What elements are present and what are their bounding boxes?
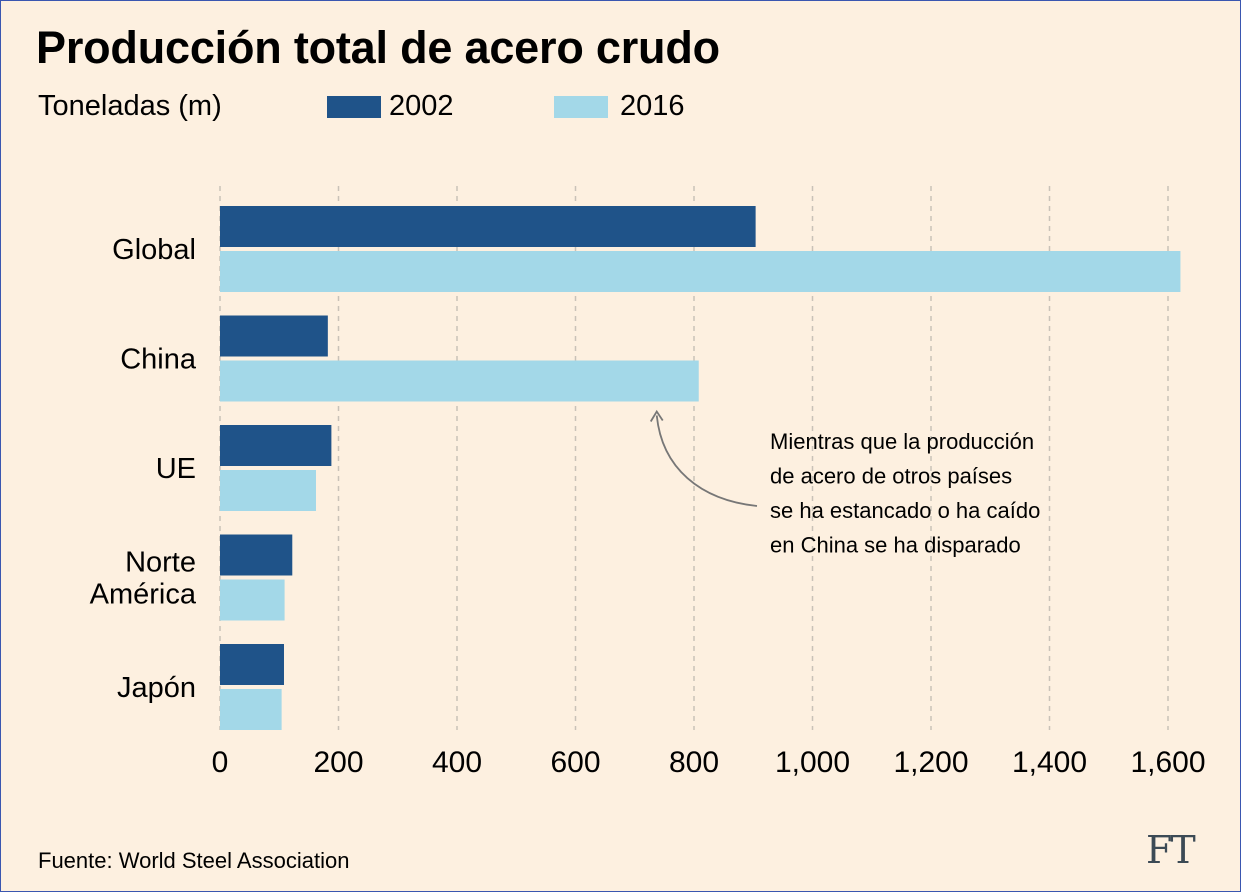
x-tick-label: 1,600: [1130, 746, 1205, 779]
bar-2016-0: [220, 251, 1181, 292]
x-tick-label: 0: [212, 746, 229, 779]
bar-2016-2: [220, 470, 316, 511]
bar-2002-1: [220, 315, 328, 357]
category-label: Global: [112, 234, 196, 266]
chart-title: Producción total de acero crudo: [36, 22, 720, 73]
x-tick-label: 1,000: [775, 746, 850, 779]
bar-2016-1: [220, 360, 699, 402]
annotation-arrow: [655, 415, 758, 507]
x-tick-label: 200: [313, 746, 363, 779]
bar-2002-4: [220, 644, 284, 685]
category-label: UE: [156, 453, 196, 485]
category-label: China: [120, 344, 197, 376]
legend-label-2016: 2016: [620, 90, 685, 122]
x-tick-label: 600: [550, 746, 600, 779]
x-tick-label: 1,400: [1012, 746, 1087, 779]
unit-label: Toneladas (m): [38, 90, 222, 122]
legend-swatch-2002: [327, 96, 381, 118]
x-tick-label: 1,200: [893, 746, 968, 779]
x-tick-label: 400: [432, 746, 482, 779]
bar-2002-0: [220, 206, 756, 247]
bar-2002-3: [220, 534, 293, 576]
ft-logo: FT: [1146, 828, 1196, 872]
x-tick-label: 800: [669, 746, 719, 779]
annotation-arrowhead: [649, 409, 664, 422]
annotation-text: Mientras que la producción de acero de ot…: [770, 429, 1040, 558]
category-label: Norte América: [90, 547, 197, 611]
bar-2016-3: [220, 579, 285, 621]
bar-2002-2: [220, 425, 332, 466]
category-label: Japón: [117, 672, 196, 704]
bar-2016-4: [220, 689, 282, 730]
source-note: Fuente: World Steel Association: [38, 848, 350, 873]
legend-label-2002: 2002: [389, 90, 454, 122]
legend-swatch-2016: [554, 96, 608, 118]
